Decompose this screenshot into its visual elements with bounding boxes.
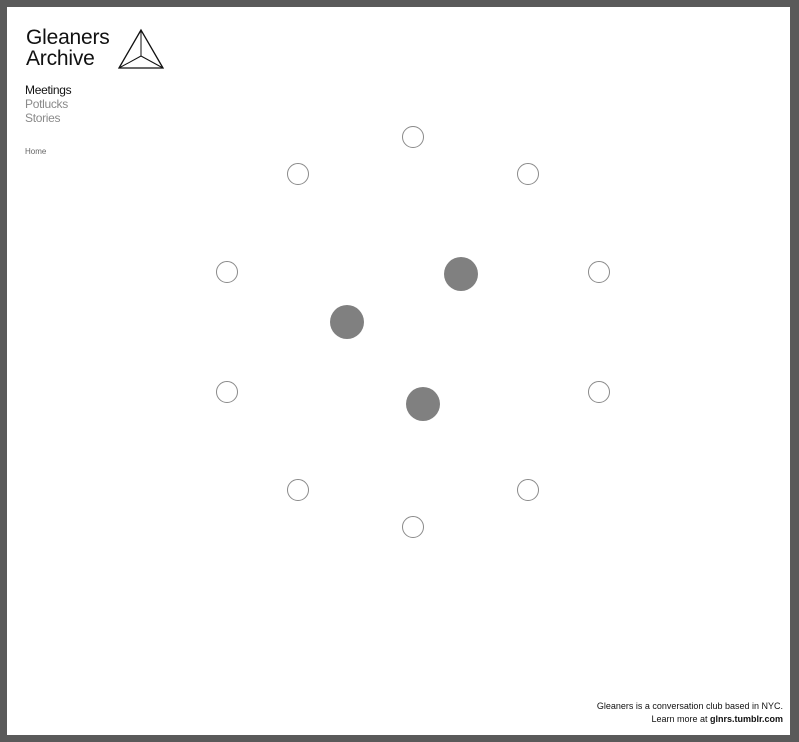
- main-nav: Meetings Potlucks Stories: [25, 83, 72, 125]
- nav-item-potlucks[interactable]: Potlucks: [25, 97, 68, 111]
- node-filled-left[interactable]: [330, 305, 364, 339]
- nav-item-meetings[interactable]: Meetings: [25, 83, 72, 97]
- home-link[interactable]: Home: [25, 147, 47, 156]
- footer-line2: Learn more at glnrs.tumblr.com: [597, 713, 783, 726]
- triangle-icon[interactable]: [117, 28, 165, 72]
- node-empty-upper-left[interactable]: [287, 163, 309, 185]
- page: Gleaners Archive Meetings Potlucks Stori…: [7, 7, 790, 735]
- node-empty-mid-upper-left[interactable]: [216, 261, 238, 283]
- node-empty-mid-lower-left[interactable]: [216, 381, 238, 403]
- footer: Gleaners is a conversation club based in…: [597, 700, 783, 726]
- meetings-graph: [216, 126, 610, 538]
- tumblr-link[interactable]: glnrs.tumblr.com: [709, 714, 783, 724]
- site-title[interactable]: Gleaners Archive: [26, 27, 110, 69]
- footer-line1: Gleaners is a conversation club based in…: [596, 701, 783, 711]
- node-empty-mid-upper-right[interactable]: [588, 261, 610, 283]
- nav-item-stories[interactable]: Stories: [25, 111, 61, 125]
- node-empty-lower-left[interactable]: [287, 479, 309, 501]
- site-title-line2: Archive: [26, 47, 95, 70]
- node-empty-mid-lower-right[interactable]: [588, 381, 610, 403]
- node-filled-right[interactable]: [444, 257, 478, 291]
- node-filled-bottom[interactable]: [406, 387, 440, 421]
- node-empty-bottom[interactable]: [402, 516, 424, 538]
- site-title-line1: Gleaners: [26, 26, 110, 49]
- footer-line2-prefix: Learn more at: [651, 714, 710, 724]
- node-empty-upper-right[interactable]: [517, 163, 539, 185]
- node-empty-lower-right[interactable]: [517, 479, 539, 501]
- node-empty-top[interactable]: [402, 126, 424, 148]
